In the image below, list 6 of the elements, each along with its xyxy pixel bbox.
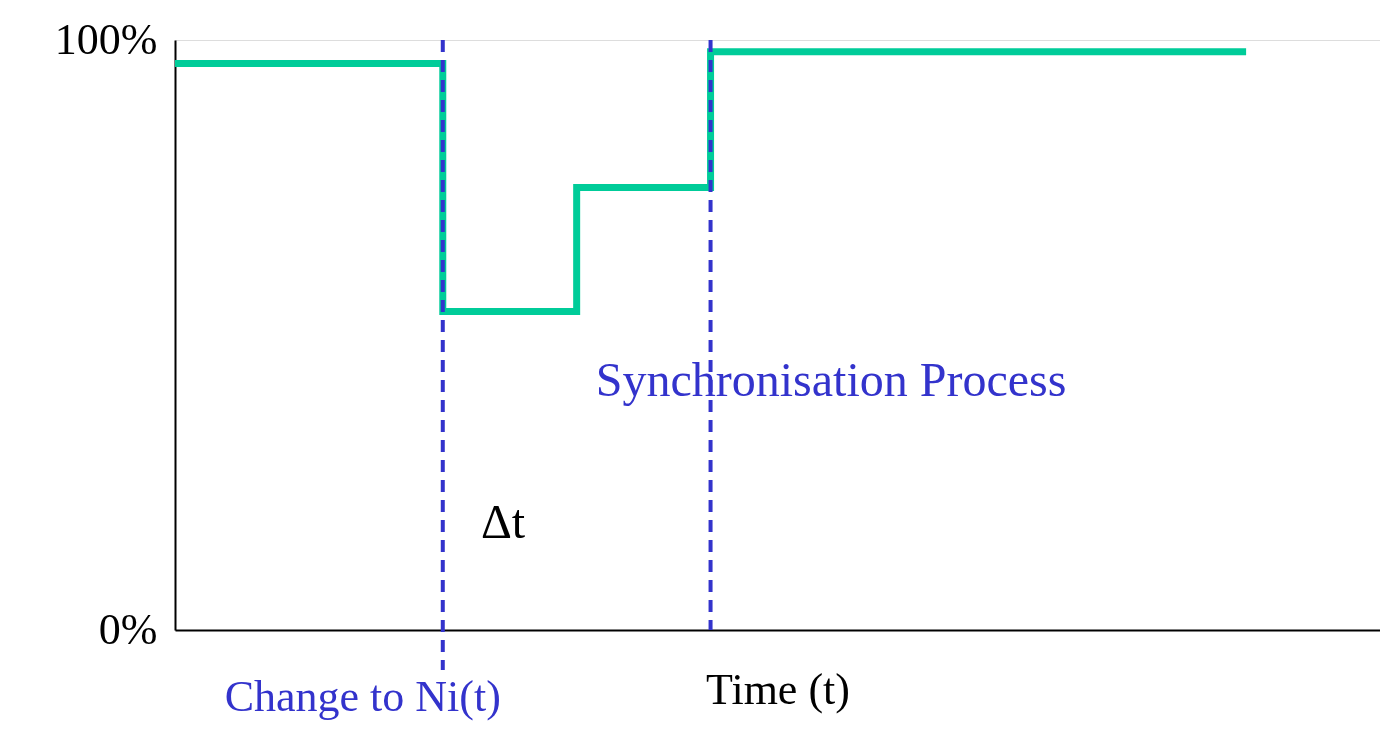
annotation: Synchronisation Process — [595, 353, 1067, 407]
text: Change to Ni(t) — [224, 672, 501, 721]
x-axis-title: Time (t) — [706, 664, 850, 714]
y-tick-label: 100% — [54, 14, 158, 64]
annotation: Δt — [480, 494, 526, 548]
y-tick-label: 0% — [98, 604, 158, 654]
